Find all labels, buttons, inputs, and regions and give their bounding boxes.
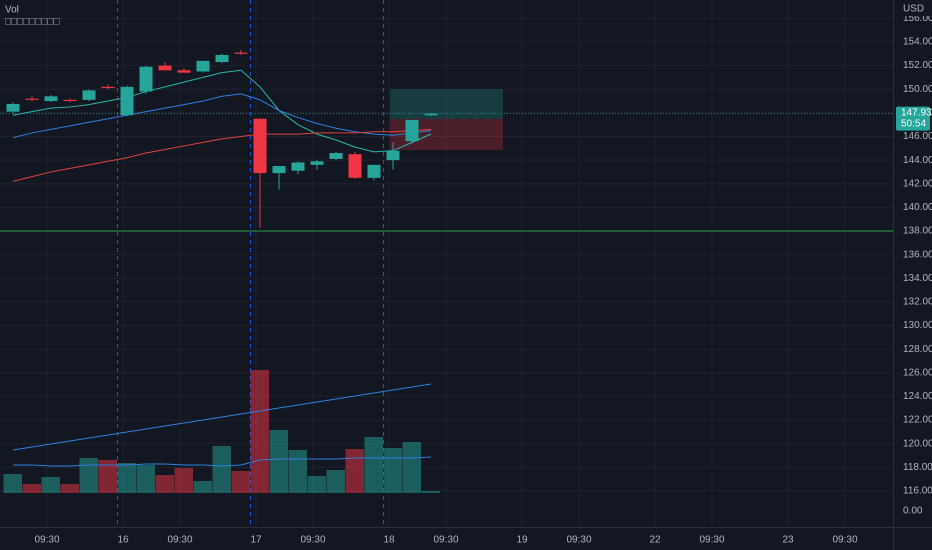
y-tick-label: 146.00 [903, 131, 932, 142]
candle-body [63, 99, 77, 102]
volume-bar [383, 448, 402, 493]
volume-bar [155, 475, 174, 493]
y-tick-label: 132.00 [903, 297, 932, 308]
candle-body [329, 153, 343, 159]
indicator-label: Vol [5, 5, 19, 16]
candle-body [367, 164, 381, 178]
x-tick-label: 09:30 [566, 535, 591, 546]
candle-body [25, 98, 39, 100]
volume-bar [98, 460, 117, 493]
volume-bar [212, 446, 231, 493]
x-tick-label: 19 [516, 535, 528, 546]
y-tick-label: 116.00 [903, 486, 932, 497]
currency-label: USD [903, 4, 924, 15]
last-price-badge [896, 106, 930, 131]
moving-average [12, 69, 432, 153]
candle-body [215, 54, 229, 63]
candle-body [405, 119, 419, 142]
y-tick-label: 150.00 [903, 84, 932, 95]
candle-body [424, 113, 438, 116]
volume-bar [345, 449, 364, 493]
y-tick-label: 140.00 [903, 202, 932, 213]
indicator-sub: □□□□□□□□□ [5, 17, 59, 28]
y-tick-label: 124.00 [903, 391, 932, 402]
x-tick-label: 09:30 [300, 535, 325, 546]
candle-body [234, 52, 248, 54]
volume-bar [364, 437, 383, 493]
y-tick-label: 122.00 [903, 415, 932, 426]
x-tick-label: 09:30 [699, 535, 724, 546]
candle-body [158, 65, 172, 71]
y-tick-label: 156.00 [903, 13, 932, 24]
candle-body [310, 161, 324, 165]
moving-average [12, 128, 432, 182]
volume-bar [307, 476, 326, 493]
volume-bar [41, 477, 60, 493]
candle-body [196, 60, 210, 72]
volume-tick-label: 0.00 [903, 506, 923, 517]
candle-body [139, 66, 153, 92]
y-tick-label: 152.00 [903, 60, 932, 71]
x-tick-label: 09:30 [34, 535, 59, 546]
y-tick-label: 130.00 [903, 320, 932, 331]
volume-bar [250, 370, 269, 493]
candle-body [6, 103, 20, 112]
x-tick-label: 09:30 [433, 535, 458, 546]
x-tick-label: 09:30 [832, 535, 857, 546]
candle-body [177, 70, 191, 73]
volume-bar [288, 450, 307, 493]
candle-body [386, 150, 400, 161]
x-tick-label: 17 [250, 535, 262, 546]
volume-bar [269, 430, 288, 493]
x-tick-label: 22 [649, 535, 661, 546]
x-tick-label: 18 [383, 535, 395, 546]
candle-body [120, 86, 134, 116]
volume-bar [60, 484, 79, 493]
volume-bar [117, 463, 136, 493]
volume-bar [231, 471, 250, 493]
volume-bar [79, 458, 98, 493]
position-target [390, 89, 503, 119]
x-tick-label: 16 [117, 535, 129, 546]
candle-body [82, 90, 96, 100]
volume-bar [421, 491, 440, 493]
candle-body [101, 86, 115, 89]
candle-body [44, 96, 58, 102]
currency-bg [896, 2, 932, 16]
volume-bar [136, 465, 155, 493]
y-tick-label: 118.00 [903, 462, 932, 473]
candle-body [291, 162, 305, 171]
y-tick-label: 142.00 [903, 178, 932, 189]
y-tick-label: 144.00 [903, 155, 932, 166]
volume-bar [174, 468, 193, 493]
y-tick-label: 136.00 [903, 249, 932, 260]
y-tick-label: 128.00 [903, 344, 932, 355]
volume-bar [3, 474, 22, 493]
volume-bar [22, 484, 41, 493]
x-tick-label: 09:30 [167, 535, 192, 546]
volume-bar [326, 470, 345, 493]
candle-body [348, 154, 362, 178]
y-tick-label: 126.00 [903, 367, 932, 378]
countdown-label: 50:54 [901, 118, 926, 129]
y-tick-label: 138.00 [903, 226, 932, 237]
volume-bar [193, 481, 212, 493]
y-tick-label: 154.00 [903, 37, 932, 48]
last-price-label: 147.93 [901, 107, 932, 118]
x-tick-label: 23 [782, 535, 794, 546]
volume-average [12, 383, 432, 451]
volume-bar [402, 442, 421, 493]
volume-average [13, 456, 432, 467]
candle-body [253, 118, 267, 174]
y-tick-label: 120.00 [903, 438, 932, 449]
y-tick-label: 134.00 [903, 273, 932, 284]
candle-body [272, 166, 286, 174]
